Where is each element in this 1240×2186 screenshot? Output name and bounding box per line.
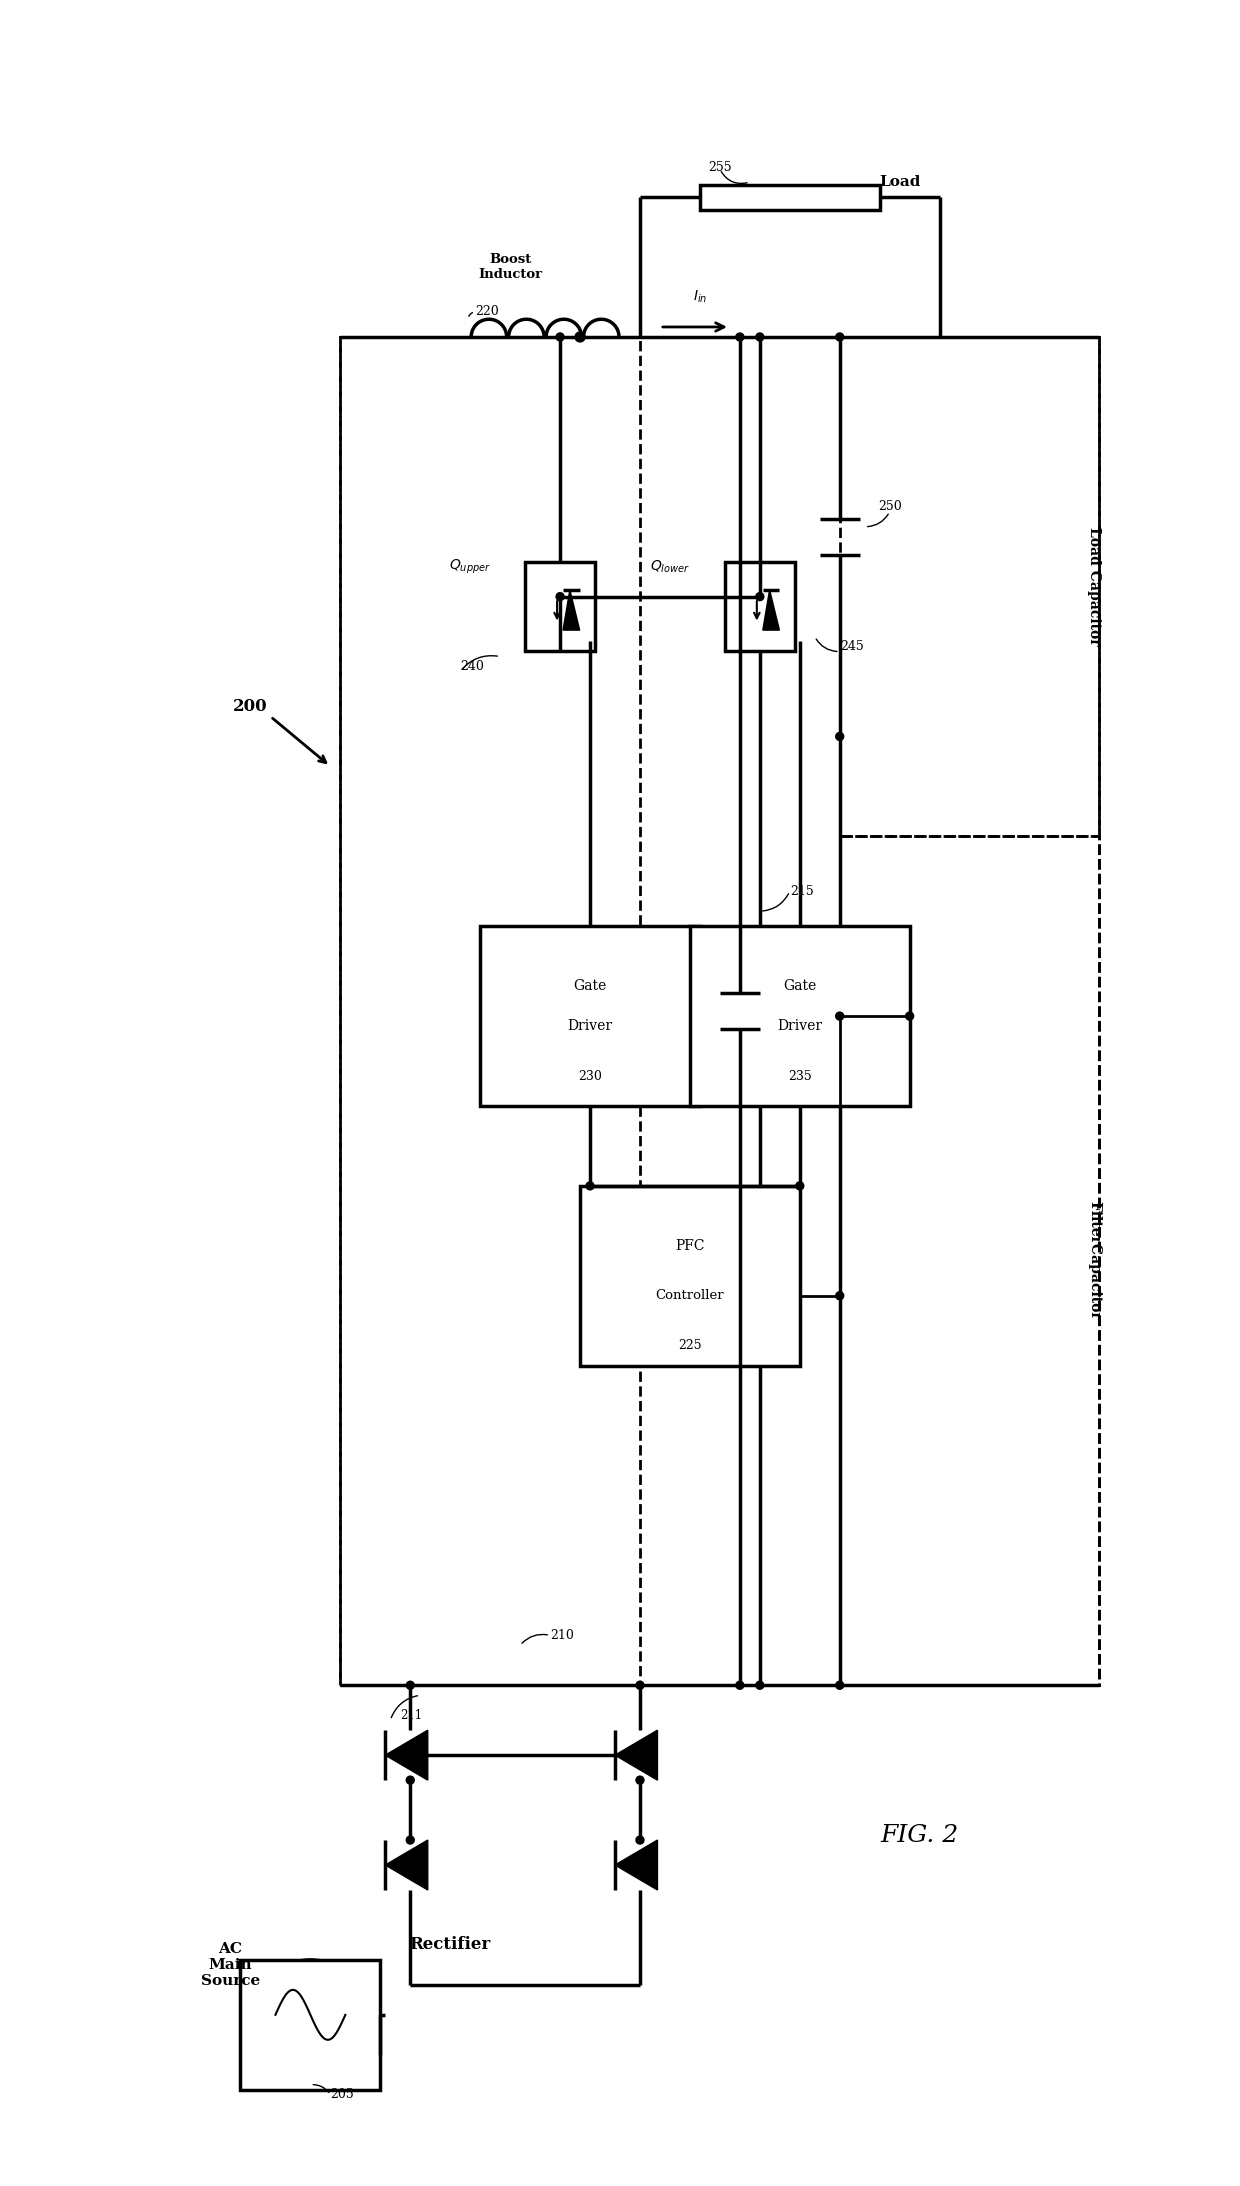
Circle shape — [556, 332, 564, 341]
Text: Gate: Gate — [784, 979, 816, 992]
Bar — [699, 184, 879, 210]
Circle shape — [556, 592, 564, 601]
Text: Load: Load — [879, 175, 921, 190]
Text: Load Capacitor: Load Capacitor — [1087, 527, 1101, 645]
Circle shape — [836, 1292, 843, 1301]
Text: Driver: Driver — [568, 1019, 613, 1034]
Bar — [839, 337, 1100, 837]
Bar — [340, 337, 1100, 1685]
Bar — [839, 837, 1100, 1685]
Text: $Q_{lower}$: $Q_{lower}$ — [650, 557, 689, 575]
Circle shape — [836, 332, 843, 341]
Circle shape — [836, 732, 843, 741]
Bar — [480, 927, 699, 1106]
Circle shape — [575, 332, 585, 341]
Text: FIG. 2: FIG. 2 — [880, 1823, 959, 1847]
Circle shape — [407, 1777, 414, 1784]
Text: 205: 205 — [330, 2088, 355, 2101]
Circle shape — [636, 1777, 644, 1784]
Circle shape — [796, 1183, 804, 1189]
Text: Controller: Controller — [656, 1290, 724, 1303]
Circle shape — [735, 1681, 744, 1690]
Text: 210: 210 — [551, 1629, 574, 1642]
Text: $I_{in}$: $I_{in}$ — [693, 289, 707, 306]
Bar — [689, 927, 910, 1106]
Text: Gate: Gate — [573, 979, 606, 992]
Circle shape — [636, 1836, 644, 1845]
Text: PFC: PFC — [675, 1239, 704, 1253]
Bar — [525, 562, 595, 651]
Circle shape — [255, 1961, 366, 2070]
Circle shape — [905, 1012, 914, 1021]
Circle shape — [735, 332, 744, 341]
Circle shape — [587, 1183, 594, 1189]
Bar — [241, 1961, 381, 2090]
Text: $Q_{upper}$: $Q_{upper}$ — [449, 557, 491, 575]
Text: FilterCapacitor: FilterCapacitor — [1087, 1202, 1101, 1320]
Circle shape — [407, 1836, 414, 1845]
Circle shape — [836, 1012, 843, 1021]
Text: 255: 255 — [708, 162, 732, 173]
Text: 215: 215 — [790, 885, 813, 898]
Bar — [725, 562, 795, 651]
Text: Rectifier: Rectifier — [409, 1937, 491, 1954]
Text: 211: 211 — [401, 1709, 423, 1723]
Text: 240: 240 — [460, 660, 484, 673]
Text: Boost
Inductor: Boost Inductor — [479, 254, 542, 282]
Text: 235: 235 — [787, 1069, 812, 1082]
Circle shape — [756, 592, 764, 601]
Polygon shape — [563, 590, 579, 630]
Polygon shape — [615, 1729, 657, 1779]
Polygon shape — [386, 1841, 428, 1891]
Circle shape — [836, 1681, 843, 1690]
Polygon shape — [615, 1841, 657, 1891]
Text: 220: 220 — [475, 306, 498, 319]
Text: Driver: Driver — [777, 1019, 822, 1034]
Text: 225: 225 — [678, 1340, 702, 1353]
Circle shape — [636, 1681, 644, 1690]
Text: 230: 230 — [578, 1069, 601, 1082]
Polygon shape — [386, 1729, 428, 1779]
Bar — [580, 1185, 800, 1366]
Polygon shape — [763, 590, 780, 630]
Circle shape — [756, 332, 764, 341]
Text: 245: 245 — [839, 640, 863, 654]
Text: AC
Main
Source: AC Main Source — [201, 1941, 260, 1987]
Text: 250: 250 — [878, 501, 901, 514]
Circle shape — [407, 1681, 414, 1690]
Bar — [340, 337, 640, 1685]
Text: 200: 200 — [233, 697, 268, 715]
Circle shape — [756, 1681, 764, 1690]
